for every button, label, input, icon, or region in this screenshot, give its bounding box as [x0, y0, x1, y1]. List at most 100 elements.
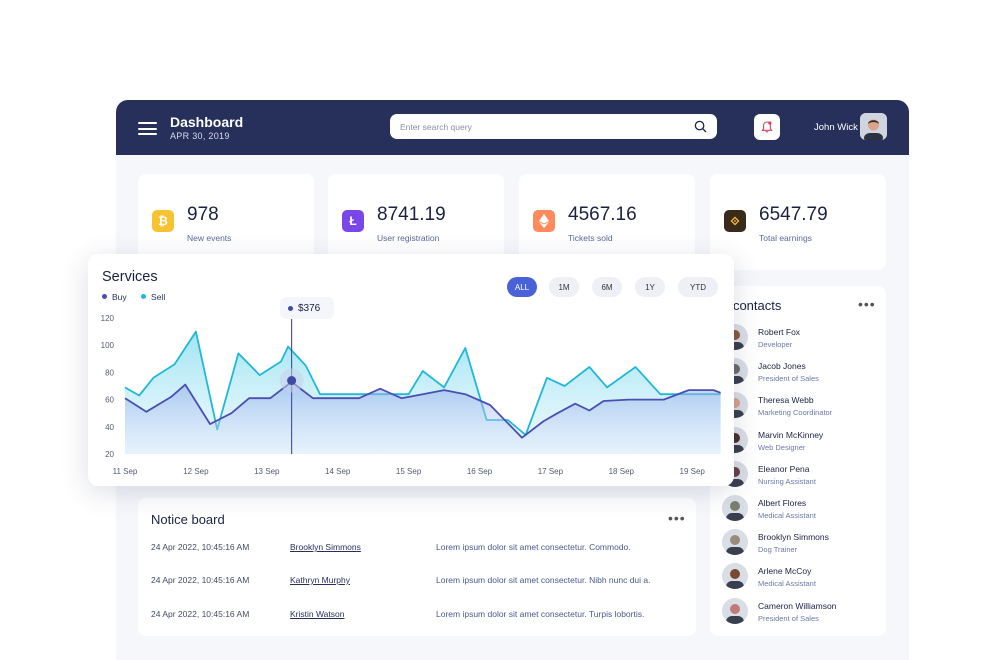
notice-date: 24 Apr 2022, 10:45:16 AM	[151, 542, 250, 552]
stat-label: New events	[187, 233, 232, 243]
contact-role: President of Sales	[758, 613, 819, 623]
contact-role: Dog Trainer	[758, 545, 798, 555]
notice-row: 24 Apr 2022, 10:45:16 AM Brooklyn Simmon…	[151, 542, 691, 556]
binance-icon	[724, 210, 746, 232]
contact-name: Arlene McCoy	[758, 566, 812, 577]
notice-name-link[interactable]: Brooklyn Simmons	[290, 542, 361, 552]
hover-point[interactable]	[287, 376, 297, 386]
contact-role: Nursing Assistant	[758, 476, 816, 486]
legend-buy-label: Buy	[112, 292, 127, 302]
x-tick-label: 17 Sep	[538, 467, 564, 476]
x-tick-label: 14 Sep	[325, 467, 351, 476]
stat-label: Tickets sold	[568, 233, 613, 243]
contact-role: President of Sales	[758, 374, 819, 384]
stat-label: User registration	[377, 233, 440, 243]
notice-message: Lorem ipsum dolor sit amet consectetur. …	[436, 609, 645, 619]
search-icon[interactable]	[694, 120, 707, 133]
contact-avatar	[722, 529, 748, 556]
bitcoin-icon: ₿	[152, 210, 174, 232]
legend-buy-dot	[102, 294, 107, 300]
legend-sell-dot	[141, 294, 147, 300]
stat-value: 4567.16	[568, 204, 637, 225]
contacts-more-icon[interactable]: •••	[858, 296, 876, 312]
contact-role: Web Designer	[758, 442, 806, 452]
contact-item[interactable]: Robert Fox Developer	[710, 324, 886, 354]
stat-value: 978	[187, 204, 219, 225]
series-line-buy[interactable]	[124, 381, 721, 439]
stat-label: Total earnings	[759, 233, 812, 243]
contact-name: Jacob Jones	[758, 361, 806, 372]
contact-role: Medical Assistant	[758, 511, 816, 520]
contact-name: Theresa Webb	[758, 395, 814, 406]
stat-card-total-earnings[interactable]: 6547.79 Total earnings	[710, 174, 886, 270]
range-1m-button[interactable]: 1M	[549, 277, 579, 297]
contact-name: Brooklyn Simmons	[758, 532, 829, 543]
contact-item[interactable]: Arlene McCoy Medical Assistant	[710, 563, 886, 593]
contact-item[interactable]: Albert Flores Medical Assistant	[710, 495, 886, 525]
y-tick-label: 20	[105, 450, 114, 459]
contact-name: Eleanor Pena	[758, 463, 810, 474]
notice-message: Lorem ipsum dolor sit amet consectetur. …	[436, 542, 631, 552]
user-avatar[interactable]	[860, 113, 887, 140]
legend-sell[interactable]: Sell	[141, 292, 165, 302]
contact-item[interactable]: Cameron Williamson President of Sales	[710, 597, 886, 628]
contact-name: Marvin McKinney	[758, 429, 824, 440]
contact-item[interactable]: Marvin McKinney Web Designer	[710, 426, 886, 457]
chart-tooltip: $376	[280, 297, 334, 319]
notice-date: 24 Apr 2022, 10:45:16 AM	[151, 575, 250, 585]
chart-legend: Buy Sell	[102, 292, 177, 302]
stat-value: 8741.19	[377, 204, 446, 225]
contact-avatar	[722, 597, 748, 624]
hamburger-icon[interactable]	[138, 122, 157, 135]
notice-more-icon[interactable]: •••	[668, 510, 686, 526]
series-area-buy	[125, 381, 721, 454]
user-name[interactable]: John Wick	[814, 122, 858, 133]
range-all-button[interactable]: ALL	[507, 277, 537, 297]
notice-message: Lorem ipsum dolor sit amet consectetur. …	[436, 575, 651, 585]
bell-icon	[761, 121, 773, 133]
notice-name-link[interactable]: Kathryn Murphy	[290, 575, 350, 585]
stat-value: 6547.79	[759, 204, 828, 225]
notice-title: Notice board	[151, 512, 225, 527]
contact-name: Robert Fox	[758, 327, 801, 337]
notice-board: Notice board ••• 24 Apr 2022, 10:45:16 A…	[138, 498, 696, 636]
contact-role: Developer	[758, 340, 793, 349]
y-tick-label: 40	[105, 423, 114, 432]
contact-item[interactable]: Jacob Jones President of Sales	[710, 358, 886, 388]
range-6m-button[interactable]: 6M	[592, 277, 622, 297]
notice-row: 24 Apr 2022, 10:45:16 AM Kathryn Murphy …	[151, 575, 691, 589]
x-tick-label: 19 Sep	[680, 467, 706, 476]
contacts-panel: My contacts ••• Robert Fox Developer Jacob…	[710, 286, 886, 636]
contact-role: Marketing Coordinator	[758, 408, 833, 418]
x-tick-label: 15 Sep	[396, 467, 422, 476]
search-box[interactable]	[390, 114, 717, 139]
contact-role: Medical Assistant	[758, 579, 816, 589]
notice-name-link[interactable]: Kristin Watson	[290, 609, 345, 619]
range-ytd-button[interactable]: YTD	[678, 277, 718, 297]
x-tick-label: 12 Sep	[183, 467, 209, 476]
y-tick-label: 80	[105, 368, 114, 377]
notification-button[interactable]	[754, 114, 780, 140]
y-tick-label: 120	[101, 314, 115, 323]
contact-item[interactable]: Theresa Webb Marketing Coordinator	[710, 392, 886, 422]
notice-date: 24 Apr 2022, 10:45:16 AM	[151, 609, 250, 619]
x-tick-label: 16 Sep	[467, 467, 493, 476]
contact-item[interactable]: Brooklyn Simmons Dog Trainer	[710, 529, 886, 559]
search-input[interactable]	[400, 118, 680, 135]
contact-avatar	[722, 495, 748, 521]
services-title: Services	[102, 269, 158, 285]
contact-name: Cameron Williamson	[758, 600, 837, 611]
range-1y-button[interactable]: 1Y	[635, 277, 665, 297]
contact-avatar	[722, 563, 748, 590]
services-chart-card: 120 100 80 60 40 20 11 Sep 12 Sep 13 Sep 14 Sep 15…	[88, 254, 734, 486]
ethereum-icon	[533, 210, 555, 232]
page-date: APR 30, 2019	[170, 131, 230, 141]
services-chart: 120 100 80 60 40 20 11 Sep 12 Sep 13 Sep 14 Sep 15…	[101, 297, 721, 476]
legend-buy[interactable]: Buy	[102, 292, 127, 302]
tooltip-dot	[288, 305, 293, 311]
dashboard-window: Dashboard APR 30, 2019 John Wick ₿ 978 N…	[116, 100, 909, 660]
contact-item[interactable]: Eleanor Pena Nursing Assistant	[710, 460, 886, 491]
tooltip-value: $376	[298, 302, 321, 314]
notice-row: 24 Apr 2022, 10:45:16 AM Kristin Watson …	[151, 609, 691, 623]
legend-sell-label: Sell	[151, 292, 166, 302]
